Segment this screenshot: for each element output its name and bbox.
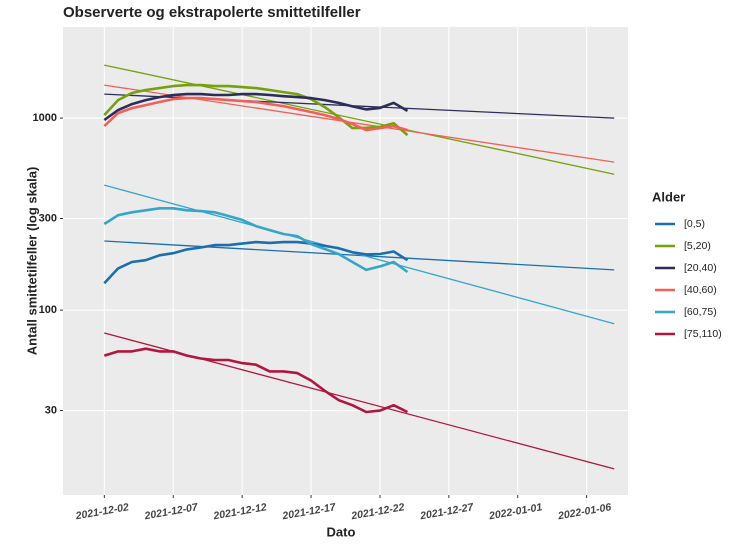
x-tick-label: 2021-12-12: [212, 501, 268, 522]
y-tick-label: 1000: [33, 112, 57, 124]
x-tick-label: 2022-01-01: [487, 501, 543, 522]
line: [103, 240, 409, 285]
x-tick-label: 2021-12-22: [349, 501, 405, 522]
legend-label: [5,20): [684, 240, 711, 252]
line: [103, 347, 409, 414]
line: [103, 83, 409, 137]
x-axis-title: Dato: [327, 524, 356, 539]
legend-label: [75,110): [684, 328, 722, 340]
line: [103, 207, 409, 274]
x-tick-label: 2021-12-27: [418, 501, 475, 523]
legend-title: Alder: [652, 189, 685, 204]
y-tick-label: 30: [45, 404, 57, 416]
x-tick-label: 2022-01-06: [556, 501, 612, 522]
x-tick-label: 2021-12-17: [281, 501, 338, 523]
line: [103, 92, 409, 122]
line: [103, 96, 408, 132]
y-axis-title: Antall smittetilfeller (log skala): [24, 167, 39, 356]
y-tick-label: 100: [39, 304, 57, 316]
y-tick-label: 300: [39, 212, 57, 224]
legend-label: [60,75): [684, 306, 717, 318]
legend-label: [20,40): [684, 262, 717, 274]
trend-line: [104, 240, 615, 271]
legend-label: [40,60): [684, 284, 717, 296]
chart-title: Observerte og ekstrapolerte smittetilfel…: [63, 4, 361, 21]
trend-line: [104, 64, 615, 175]
panel: [63, 27, 628, 495]
x-tick-label: 2021-12-07: [143, 501, 200, 523]
x-tick-label: 2021-12-02: [74, 501, 130, 522]
legend-label: [0,5): [684, 218, 705, 230]
